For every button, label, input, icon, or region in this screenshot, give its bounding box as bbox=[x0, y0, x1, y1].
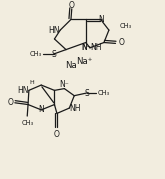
Text: N⁻: N⁻ bbox=[59, 80, 69, 89]
Text: O: O bbox=[119, 38, 125, 47]
Text: O: O bbox=[7, 98, 13, 107]
Text: Na: Na bbox=[65, 61, 77, 70]
Text: S: S bbox=[84, 89, 89, 98]
Text: CH₃: CH₃ bbox=[97, 90, 109, 96]
Text: S: S bbox=[51, 50, 56, 59]
Text: CH₃: CH₃ bbox=[30, 51, 42, 57]
Text: Na⁺: Na⁺ bbox=[76, 57, 92, 66]
Text: NH: NH bbox=[69, 104, 81, 113]
Text: N: N bbox=[98, 15, 103, 24]
Text: N: N bbox=[38, 105, 44, 114]
Text: NH: NH bbox=[90, 43, 101, 52]
Text: HN: HN bbox=[17, 86, 29, 95]
Text: HN: HN bbox=[49, 26, 60, 35]
Text: CH₃: CH₃ bbox=[120, 23, 132, 29]
Text: O: O bbox=[69, 1, 75, 10]
Text: H: H bbox=[29, 80, 34, 85]
Text: CH₃: CH₃ bbox=[21, 120, 33, 126]
Text: O: O bbox=[54, 130, 60, 139]
Text: N⁻: N⁻ bbox=[81, 42, 91, 52]
Text: N⁻: N⁻ bbox=[82, 43, 92, 52]
